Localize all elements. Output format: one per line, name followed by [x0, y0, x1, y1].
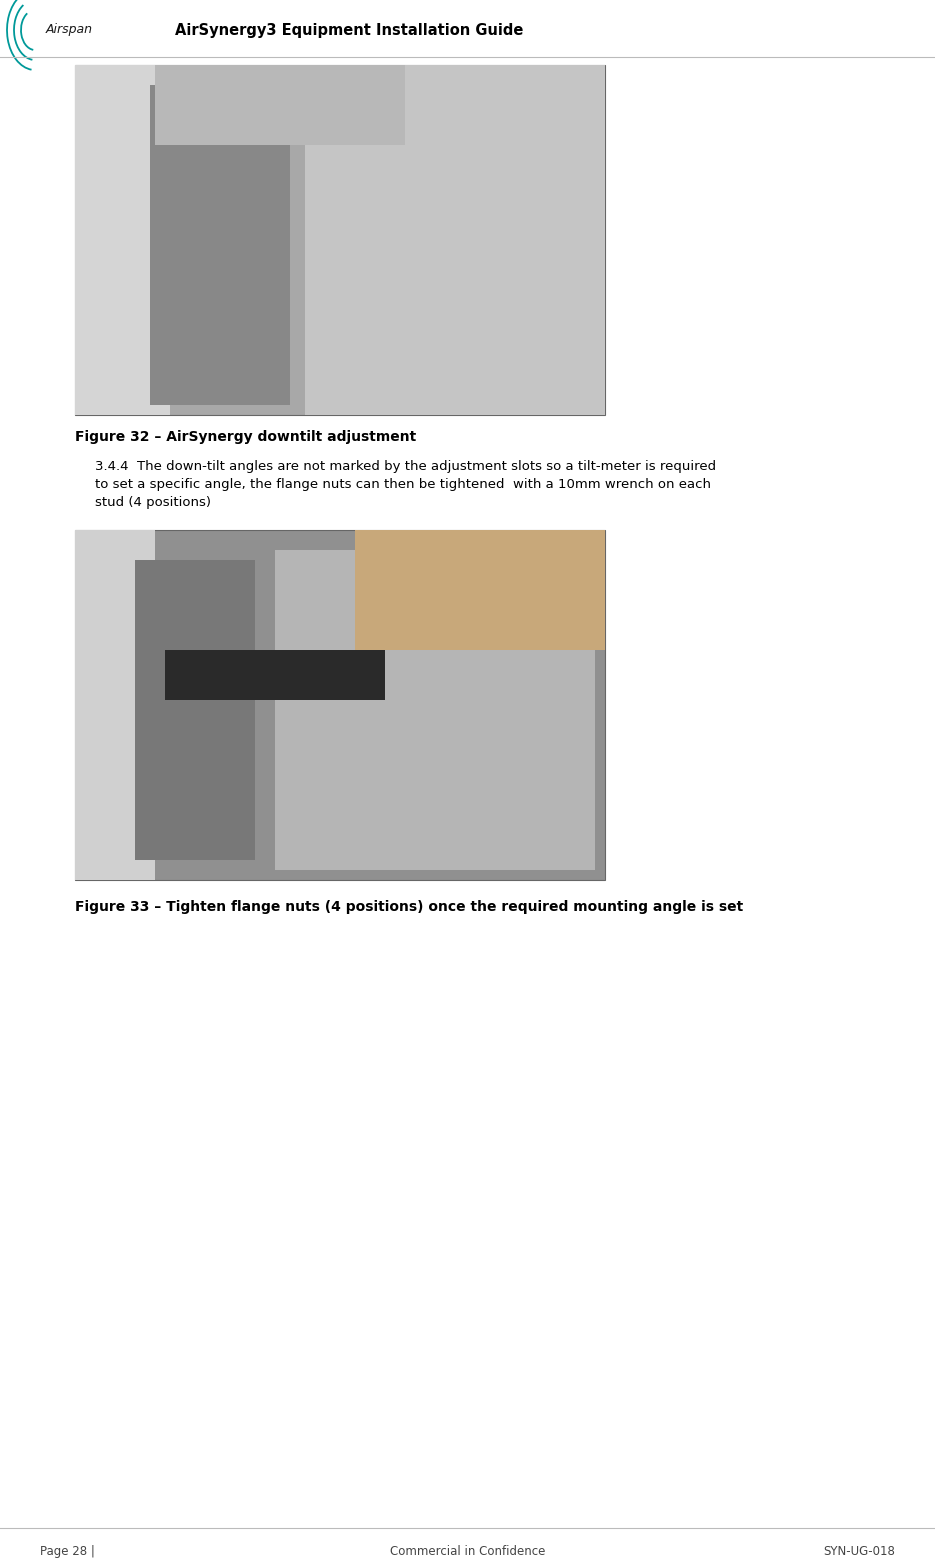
Text: 3.4.4  The down-tilt angles are not marked by the adjustment slots so a tilt-met: 3.4.4 The down-tilt angles are not marke…	[95, 460, 716, 474]
Bar	[75, 66, 170, 416]
Bar	[165, 650, 385, 700]
Text: stud (4 positions): stud (4 positions)	[95, 495, 211, 510]
Text: Figure 33 – Tighten flange nuts (4 positions) once the required mounting angle i: Figure 33 – Tighten flange nuts (4 posit…	[75, 900, 743, 914]
Bar	[75, 66, 605, 416]
Text: to set a specific angle, the flange nuts can then be tightened  with a 10mm wren: to set a specific angle, the flange nuts…	[95, 478, 711, 491]
Bar	[135, 560, 255, 860]
Text: Airspan: Airspan	[46, 23, 93, 36]
Bar	[275, 550, 595, 871]
Bar	[305, 66, 605, 416]
Bar	[75, 530, 155, 880]
Bar	[150, 84, 290, 405]
Text: Commercial in Confidence: Commercial in Confidence	[390, 1544, 545, 1558]
Bar	[155, 66, 405, 145]
Text: Page 28 |: Page 28 |	[40, 1544, 94, 1558]
Text: SYN-UG-018: SYN-UG-018	[823, 1544, 895, 1558]
Bar	[75, 530, 605, 880]
Text: Figure 32 – AirSynergy downtilt adjustment: Figure 32 – AirSynergy downtilt adjustme…	[75, 430, 416, 444]
Text: AirSynergy3 Equipment Installation Guide: AirSynergy3 Equipment Installation Guide	[175, 22, 524, 38]
Bar	[355, 530, 605, 650]
